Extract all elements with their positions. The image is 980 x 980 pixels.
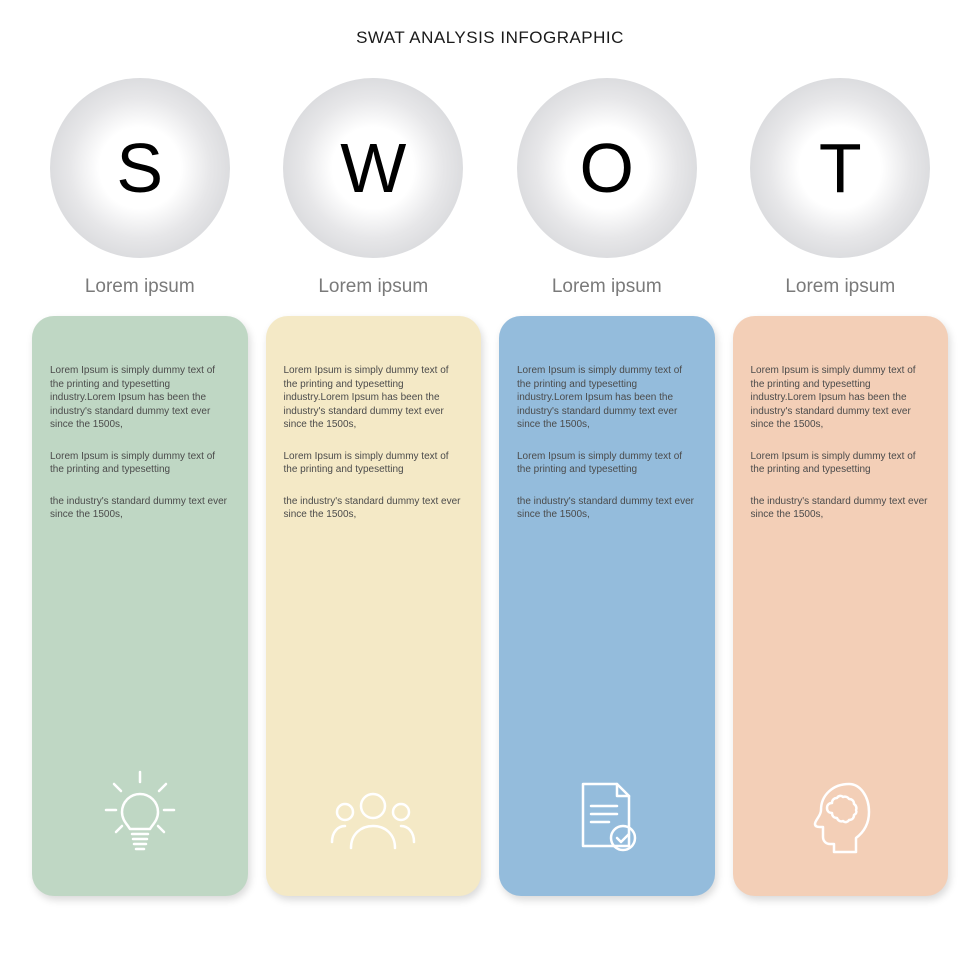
swot-column-t: T Lorem ipsum Lorem Ipsum is simply dumm… — [733, 78, 949, 896]
card-s-p1: Lorem Ipsum is simply dummy text of the … — [50, 364, 230, 432]
sphere-t: T — [750, 78, 930, 258]
page-title: SWAT ANALYSIS INFOGRAPHIC — [0, 0, 980, 48]
card-o-p2: Lorem Ipsum is simply dummy text of the … — [517, 450, 697, 477]
card-t-p3: the industry's standard dummy text ever … — [751, 495, 931, 522]
people-icon — [266, 786, 482, 856]
card-s-p2: Lorem Ipsum is simply dummy text of the … — [50, 450, 230, 477]
swot-columns: S Lorem ipsum Lorem Ipsum is simply dumm… — [0, 48, 980, 896]
sphere-letter-t: T — [819, 133, 862, 203]
card-s-p3: the industry's standard dummy text ever … — [50, 495, 230, 522]
card-t-p1: Lorem Ipsum is simply dummy text of the … — [751, 364, 931, 432]
swot-column-s: S Lorem ipsum Lorem Ipsum is simply dumm… — [32, 78, 248, 896]
document-check-icon — [499, 776, 715, 856]
card-t: Lorem Ipsum is simply dummy text of the … — [733, 316, 949, 896]
subtitle-o: Lorem ipsum — [552, 276, 662, 298]
subtitle-s: Lorem ipsum — [85, 276, 195, 298]
sphere-s: S — [50, 78, 230, 258]
swot-column-o: O Lorem ipsum Lorem Ipsum is simply dumm… — [499, 78, 715, 896]
card-w-p2: Lorem Ipsum is simply dummy text of the … — [284, 450, 464, 477]
swot-column-w: W Lorem ipsum Lorem Ipsum is simply dumm… — [266, 78, 482, 896]
sphere-letter-s: S — [116, 133, 163, 203]
sphere-w: W — [283, 78, 463, 258]
card-o-p1: Lorem Ipsum is simply dummy text of the … — [517, 364, 697, 432]
sphere-letter-o: O — [580, 133, 634, 203]
subtitle-w: Lorem ipsum — [318, 276, 428, 298]
sphere-letter-w: W — [340, 133, 406, 203]
lightbulb-icon — [32, 766, 248, 856]
card-w-p3: the industry's standard dummy text ever … — [284, 495, 464, 522]
sphere-o: O — [517, 78, 697, 258]
card-w: Lorem Ipsum is simply dummy text of the … — [266, 316, 482, 896]
head-brain-icon — [733, 776, 949, 856]
card-o-p3: the industry's standard dummy text ever … — [517, 495, 697, 522]
subtitle-t: Lorem ipsum — [785, 276, 895, 298]
card-t-p2: Lorem Ipsum is simply dummy text of the … — [751, 450, 931, 477]
card-w-p1: Lorem Ipsum is simply dummy text of the … — [284, 364, 464, 432]
card-s: Lorem Ipsum is simply dummy text of the … — [32, 316, 248, 896]
card-o: Lorem Ipsum is simply dummy text of the … — [499, 316, 715, 896]
